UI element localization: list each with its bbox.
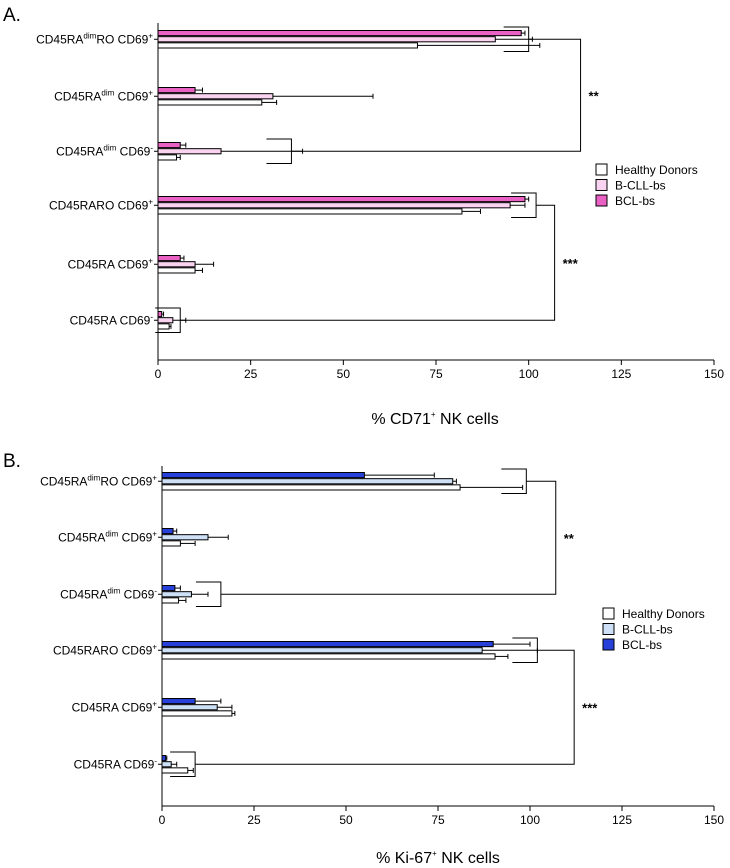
panel-b-legend-swatch (602, 638, 615, 651)
panel-b-bar (161, 597, 180, 604)
panel-a-legend-swatch (595, 179, 608, 191)
panel-a-chart: 0 25 50 75 100 125 150 CD45RAdimRO CD69+ CD45RAd… (36, 23, 724, 381)
panel-b-bar (161, 761, 172, 768)
panel-b-x-tick-label: 50 (339, 813, 353, 827)
panel-b-chart: 0 25 50 75 100 125 150 CD45RAdimRO CD69+ CD45RAd… (40, 466, 724, 827)
panel-b-category-label: CD45RA CD69+ (72, 699, 158, 714)
panel-b-bar (161, 767, 189, 774)
panel-b-category-label: CD45RAdim CD69- (60, 586, 157, 601)
panel-b-bar (161, 585, 176, 592)
panel-a-x-tick-label: 50 (337, 367, 351, 381)
panel-a-letter: A. (3, 5, 21, 26)
panel-a-bar (157, 36, 496, 43)
panel-b-category-label: CD45RAdim CD69+ (58, 529, 157, 544)
panel-b-bar (161, 540, 181, 547)
panel-b-legend-label: Healthy Donors (622, 607, 705, 621)
panel-a-legend-label: Healthy Donors (615, 163, 698, 177)
panel-b-bar (161, 755, 167, 762)
panel-b-bar (161, 484, 461, 491)
panel-b-x-tick-label: 75 (431, 813, 445, 827)
panel-a-x-tick-label: 0 (155, 367, 162, 381)
panel-b-bar (161, 641, 494, 648)
panel-b-category-label: CD45RAdimRO CD69+ (40, 473, 157, 488)
panel-a-comparison-bracket (291, 38, 582, 152)
panel-b-bar (161, 710, 233, 717)
panel-a-bar (157, 30, 522, 37)
panel-a-bar (157, 323, 170, 330)
panel-b-legend-label: B-CLL-bs (622, 623, 673, 637)
panel-b-x-tick-label: 150 (704, 813, 724, 827)
panel-a-legend-swatch (595, 163, 608, 176)
panel-a-bar (157, 93, 274, 100)
panel-a-bar (157, 255, 181, 262)
panel-a-category-label: CD45RAdim CD69+ (54, 88, 153, 103)
panel-b-bar (161, 591, 192, 598)
panel-a-bar (157, 148, 222, 155)
panel-a-significance-label: ** (589, 88, 600, 103)
panel-b-bar (161, 698, 196, 705)
panel-a-comparison-bracket (180, 204, 556, 321)
panel-a-x-tick-label: 25 (244, 367, 258, 381)
panel-b-bar (161, 534, 209, 541)
panel-a-category-label: CD45RAdim CD69- (56, 143, 153, 158)
panel-b-legend-label: BCL-bs (622, 638, 662, 652)
panel-b-significance-label: ** (564, 531, 575, 546)
panel-b-bar (161, 647, 483, 654)
panel-b-comparison-bracket (220, 480, 557, 595)
panel-b-bar (161, 704, 218, 711)
panel-a-category-label: CD45RA CD69- (70, 312, 154, 327)
panel-a-bar (157, 202, 511, 209)
panel-b-x-tick-label: 125 (612, 813, 632, 827)
panel-b-bar (161, 478, 454, 485)
panel-b-bar (161, 472, 365, 479)
panel-a-category-label: CD45RARO CD69+ (49, 197, 153, 212)
panel-a-significance-label: *** (563, 256, 579, 271)
panel-b-category-label: CD45RA CD69- (74, 756, 158, 771)
panel-b-x-tick-label: 100 (520, 813, 540, 827)
panel-a-legend-swatch (595, 194, 608, 207)
panel-a-bar (157, 267, 196, 274)
panel-b-bar (161, 528, 174, 535)
panel-a-bar (157, 42, 418, 49)
panel-a-x-axis-title: % CD71+ NK cells (371, 410, 498, 428)
panel-b-significance-label: *** (582, 700, 598, 715)
panel-a-bar (157, 142, 181, 149)
panel-b-x-tick-label: 25 (247, 813, 261, 827)
panel-a-bar (157, 87, 196, 94)
panel-a-bar (157, 99, 263, 106)
panel-a-bar (157, 311, 163, 318)
panel-b-legend-swatch (602, 607, 615, 620)
panel-a-x-tick-label: 150 (704, 367, 724, 381)
panel-a-bar (157, 208, 463, 215)
panel-b-category-label: CD45RARO CD69+ (53, 642, 157, 657)
panel-b-comparison-bracket (195, 649, 575, 765)
panel-a-x-tick-label: 75 (429, 367, 443, 381)
panel-a-x-tick-label: 100 (519, 367, 539, 381)
panel-b-bar (161, 653, 496, 660)
panel-a-legend-label: B-CLL-bs (615, 179, 666, 193)
panel-a-bar (157, 261, 196, 268)
panel-a-category-label: CD45RAdimRO CD69+ (36, 31, 153, 46)
panel-b-x-tick-label: 0 (159, 813, 166, 827)
panel-a-legend-label: BCL-bs (615, 194, 655, 208)
panel-b-letter: B. (3, 451, 21, 472)
panel-a-category-label: CD45RA CD69+ (68, 256, 154, 271)
panel-a-bar (157, 317, 174, 324)
panel-b-legend-swatch (602, 623, 615, 635)
panel-a-bar (157, 196, 526, 203)
panel-a-bar (157, 154, 178, 161)
panel-a-x-tick-label: 125 (611, 367, 631, 381)
panel-b-x-axis-title: % Ki-67+ NK cells (376, 849, 500, 867)
